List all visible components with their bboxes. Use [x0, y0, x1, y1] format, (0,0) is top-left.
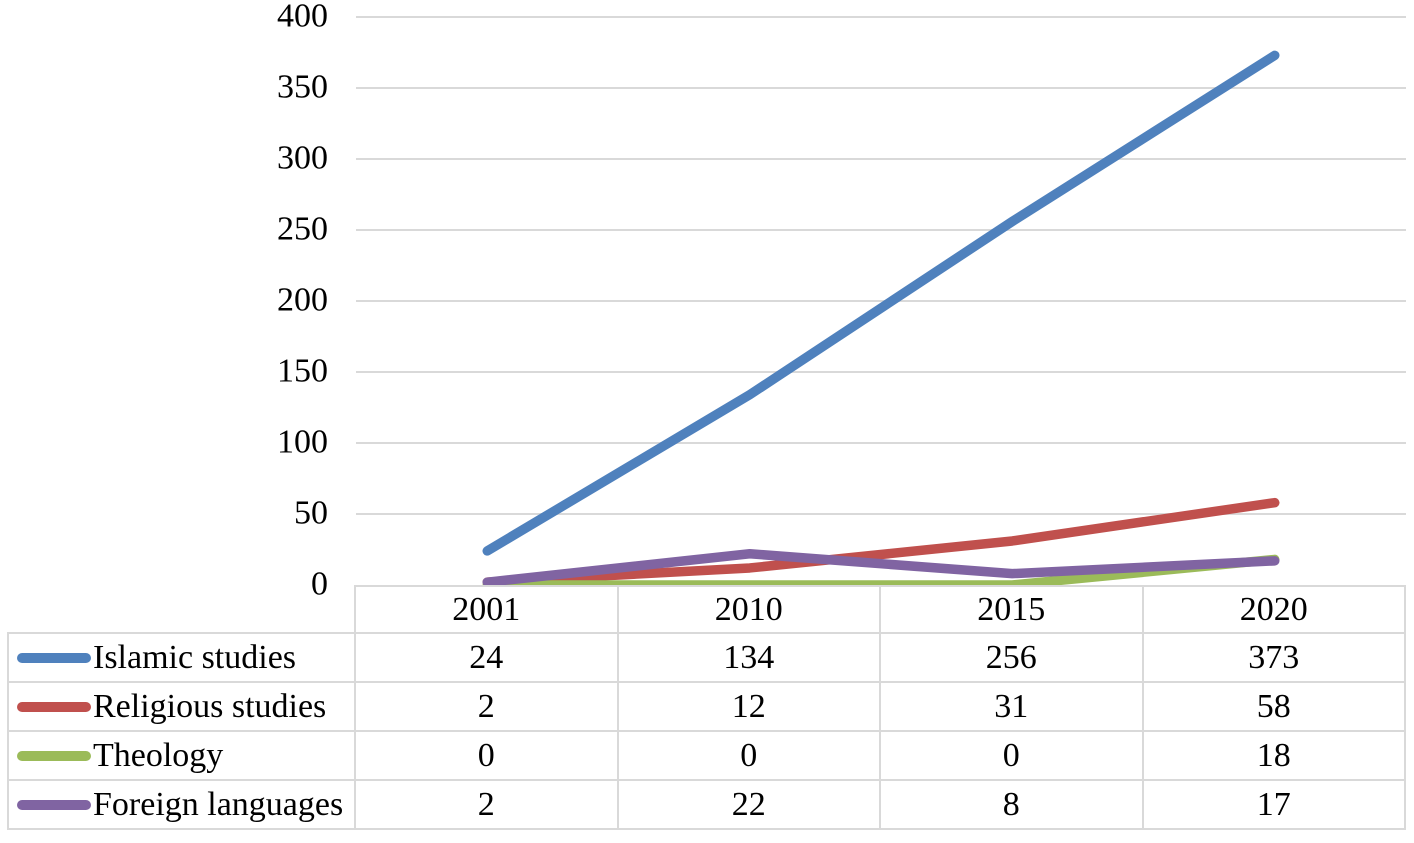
y-tick-label: 50 [294, 494, 328, 532]
value-cell: 31 [881, 683, 1144, 732]
y-tick-label: 100 [277, 423, 328, 461]
value-cell: 256 [881, 634, 1144, 683]
legend-cell-theology: Theology [7, 732, 356, 781]
value-cell: 24 [356, 634, 619, 683]
legend-swatch-icon [17, 652, 91, 663]
year-header-cell: 2020 [1143, 585, 1406, 634]
y-tick-label: 300 [277, 139, 328, 177]
value-cell: 2 [356, 683, 619, 732]
y-axis: 400 350 300 250 200 150 100 50 0 [0, 0, 334, 601]
legend-cell-religious-studies: Religious studies [7, 683, 356, 732]
y-tick-label: 150 [277, 352, 328, 390]
y-tick-label: 200 [277, 281, 328, 319]
value-cell: 22 [618, 781, 881, 830]
year-header-cell: 2001 [356, 585, 619, 634]
year-header-cell: 2015 [881, 585, 1144, 634]
series-line-religious-studies [482, 497, 1280, 586]
legend-label: Religious studies [93, 687, 327, 725]
legend-swatch-icon [17, 701, 91, 712]
legend-label: Islamic studies [93, 638, 297, 676]
series-line-foreign-languages [482, 549, 1280, 586]
year-header-cell: 2010 [618, 585, 881, 634]
y-tick-label: 250 [277, 210, 328, 248]
value-cell: 0 [356, 732, 619, 781]
value-cell: 373 [1143, 634, 1406, 683]
value-cell: 0 [618, 732, 881, 781]
series-line-islamic-studies [482, 50, 1280, 556]
legend-swatch-icon [17, 799, 91, 810]
y-tick-label: 0 [311, 565, 328, 603]
value-cell: 2 [356, 781, 619, 830]
legend-label: Foreign languages [93, 785, 344, 823]
value-cell: 17 [1143, 781, 1406, 830]
value-cell: 12 [618, 683, 881, 732]
data-table: 2001 2010 2015 2020 Islamic studies 24 1… [7, 585, 1406, 830]
legend-cell-islamic-studies: Islamic studies [7, 634, 356, 683]
y-tick-label: 400 [277, 0, 328, 35]
corner-cell [7, 585, 356, 634]
value-cell: 8 [881, 781, 1144, 830]
legend-swatch-icon [17, 750, 91, 761]
value-cell: 18 [1143, 732, 1406, 781]
value-cell: 134 [618, 634, 881, 683]
legend-cell-foreign-languages: Foreign languages [7, 781, 356, 830]
plot-area [356, 16, 1406, 586]
y-tick-label: 350 [277, 68, 328, 106]
legend-label: Theology [93, 736, 224, 774]
value-cell: 58 [1143, 683, 1406, 732]
value-cell: 0 [881, 732, 1144, 781]
